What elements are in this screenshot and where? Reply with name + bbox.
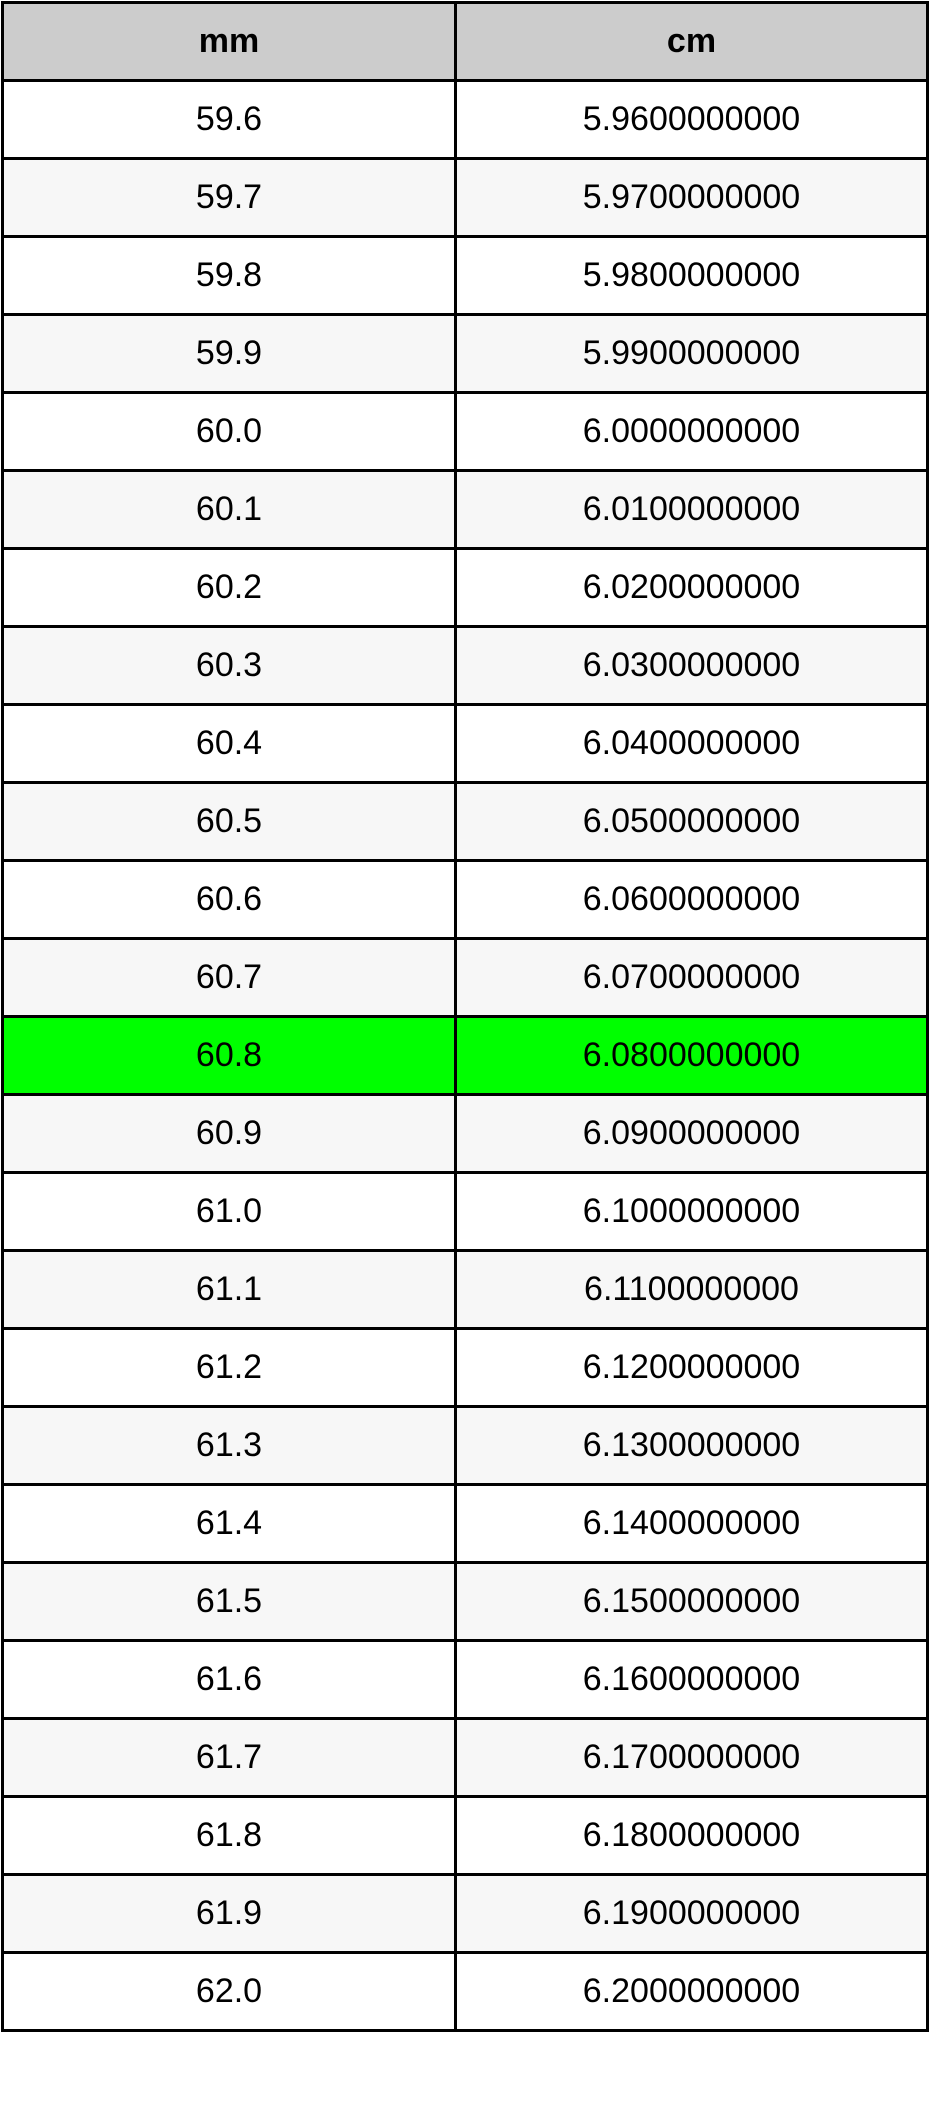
cm-cell: 6.1900000000 — [454, 1873, 929, 1954]
header-cm: cm — [454, 1, 929, 82]
table-row: 59.7 5.9700000000 — [1, 157, 929, 238]
table-row: 60.7 6.0700000000 — [1, 937, 929, 1018]
table-row: 60.1 6.0100000000 — [1, 469, 929, 550]
table-row: 60.2 6.0200000000 — [1, 547, 929, 628]
table-row: 61.4 6.1400000000 — [1, 1483, 929, 1564]
table-row: 59.9 5.9900000000 — [1, 313, 929, 394]
cm-cell: 5.9900000000 — [454, 313, 929, 394]
table-row-highlighted: 60.8 6.0800000000 — [1, 1015, 929, 1096]
mm-cell: 60.6 — [1, 859, 457, 940]
mm-cell: 60.1 — [1, 469, 457, 550]
table-row: 61.7 6.1700000000 — [1, 1717, 929, 1798]
mm-cell: 61.2 — [1, 1327, 457, 1408]
table-row: 61.9 6.1900000000 — [1, 1873, 929, 1954]
mm-cell: 61.4 — [1, 1483, 457, 1564]
cm-cell: 6.1500000000 — [454, 1561, 929, 1642]
cm-cell: 6.0100000000 — [454, 469, 929, 550]
table-row: 60.3 6.0300000000 — [1, 625, 929, 706]
cm-cell: 6.0700000000 — [454, 937, 929, 1018]
cm-cell: 5.9800000000 — [454, 235, 929, 316]
cm-cell: 6.1100000000 — [454, 1249, 929, 1330]
cm-cell: 6.0500000000 — [454, 781, 929, 862]
mm-cell: 60.3 — [1, 625, 457, 706]
table-row: 60.9 6.0900000000 — [1, 1093, 929, 1174]
mm-cell: 60.4 — [1, 703, 457, 784]
table-row: 61.2 6.1200000000 — [1, 1327, 929, 1408]
cm-cell: 6.0900000000 — [454, 1093, 929, 1174]
cm-cell: 6.1000000000 — [454, 1171, 929, 1252]
cm-cell: 6.0300000000 — [454, 625, 929, 706]
cm-cell: 6.1600000000 — [454, 1639, 929, 1720]
mm-cell: 61.3 — [1, 1405, 457, 1486]
table-row: 61.3 6.1300000000 — [1, 1405, 929, 1486]
mm-cell: 60.5 — [1, 781, 457, 862]
table-row: 61.0 6.1000000000 — [1, 1171, 929, 1252]
mm-cell: 60.9 — [1, 1093, 457, 1174]
mm-cell: 61.5 — [1, 1561, 457, 1642]
conversion-table: mm cm 59.6 5.9600000000 59.7 5.9700000000 59… — [1, 1, 929, 2032]
cm-cell: 6.0800000000 — [454, 1015, 929, 1096]
mm-cell: 59.6 — [1, 79, 457, 160]
cm-cell: 6.1800000000 — [454, 1795, 929, 1876]
table-row: 60.5 6.0500000000 — [1, 781, 929, 862]
mm-cell: 61.6 — [1, 1639, 457, 1720]
table-row: 59.6 5.9600000000 — [1, 79, 929, 160]
mm-cell: 60.7 — [1, 937, 457, 1018]
mm-cell: 61.9 — [1, 1873, 457, 1954]
cm-cell: 6.1200000000 — [454, 1327, 929, 1408]
cm-cell: 6.0600000000 — [454, 859, 929, 940]
table-row: 61.6 6.1600000000 — [1, 1639, 929, 1720]
cm-cell: 6.1300000000 — [454, 1405, 929, 1486]
cm-cell: 6.0000000000 — [454, 391, 929, 472]
cm-cell: 6.1400000000 — [454, 1483, 929, 1564]
mm-cell: 61.0 — [1, 1171, 457, 1252]
mm-cell: 60.2 — [1, 547, 457, 628]
mm-cell: 60.0 — [1, 391, 457, 472]
header-row: mm cm — [1, 1, 929, 82]
table-row: 62.0 6.2000000000 — [1, 1951, 929, 2032]
mm-cell: 60.8 — [1, 1015, 457, 1096]
table-row: 60.6 6.0600000000 — [1, 859, 929, 940]
cm-cell: 5.9700000000 — [454, 157, 929, 238]
cm-cell: 6.0400000000 — [454, 703, 929, 784]
mm-cell: 62.0 — [1, 1951, 457, 2032]
header-mm: mm — [1, 1, 457, 82]
table-row: 60.0 6.0000000000 — [1, 391, 929, 472]
mm-cell: 59.9 — [1, 313, 457, 394]
cm-cell: 6.0200000000 — [454, 547, 929, 628]
mm-cell: 59.8 — [1, 235, 457, 316]
table-row: 61.1 6.1100000000 — [1, 1249, 929, 1330]
table-row: 59.8 5.9800000000 — [1, 235, 929, 316]
table-row: 60.4 6.0400000000 — [1, 703, 929, 784]
table-row: 61.5 6.1500000000 — [1, 1561, 929, 1642]
cm-cell: 6.2000000000 — [454, 1951, 929, 2032]
mm-cell: 61.1 — [1, 1249, 457, 1330]
cm-cell: 5.9600000000 — [454, 79, 929, 160]
mm-cell: 61.7 — [1, 1717, 457, 1798]
mm-cell: 61.8 — [1, 1795, 457, 1876]
cm-cell: 6.1700000000 — [454, 1717, 929, 1798]
mm-cell: 59.7 — [1, 157, 457, 238]
table-row: 61.8 6.1800000000 — [1, 1795, 929, 1876]
